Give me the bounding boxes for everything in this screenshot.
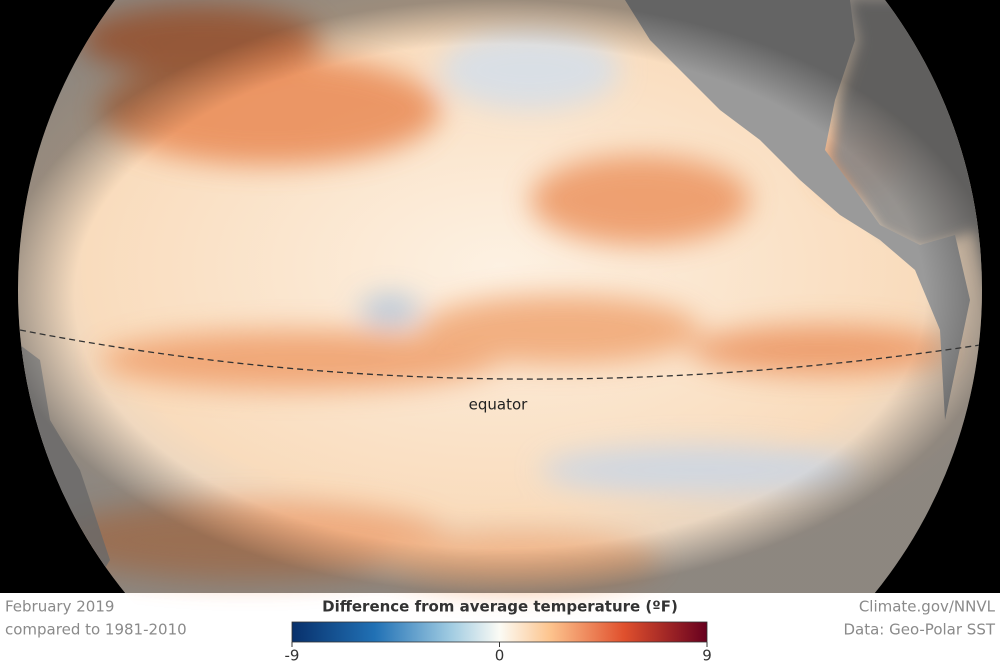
colorbar bbox=[291, 621, 708, 643]
equator-line bbox=[19, 329, 981, 380]
baseline-label: compared to 1981-2010 bbox=[5, 621, 187, 639]
source-label: Data: Geo-Polar SST bbox=[843, 621, 995, 639]
equator-label: equator bbox=[469, 396, 529, 414]
globe bbox=[18, 0, 982, 593]
credit-label: Climate.gov/NNVL bbox=[859, 598, 996, 616]
colorbar-tick-label: -9 bbox=[285, 647, 300, 665]
colorbar-title: Difference from average temperature (ºF) bbox=[322, 598, 678, 616]
date-label: February 2019 bbox=[5, 598, 114, 616]
colorbar-tick-label: 9 bbox=[702, 647, 712, 665]
colorbar-tick-label: 0 bbox=[495, 647, 505, 665]
